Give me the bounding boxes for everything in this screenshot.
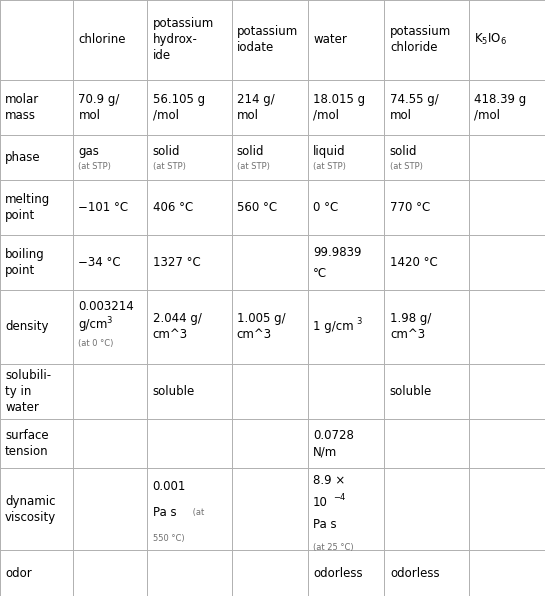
Text: 0.0728
N/m: 0.0728 N/m bbox=[313, 429, 354, 458]
Text: soluble: soluble bbox=[153, 385, 195, 398]
Text: 1420 °C: 1420 °C bbox=[390, 256, 438, 269]
Text: 418.39 g
/mol: 418.39 g /mol bbox=[474, 93, 526, 122]
Text: 1.98 g/
cm^3: 1.98 g/ cm^3 bbox=[390, 312, 431, 342]
Text: odorless: odorless bbox=[313, 567, 363, 580]
Text: 1 g/cm: 1 g/cm bbox=[313, 321, 354, 333]
Text: phase: phase bbox=[5, 151, 41, 164]
Text: (at STP): (at STP) bbox=[390, 162, 423, 171]
Text: 0 °C: 0 °C bbox=[313, 201, 338, 214]
Text: odor: odor bbox=[5, 567, 32, 580]
Text: potassium
hydrox-
ide: potassium hydrox- ide bbox=[153, 17, 214, 63]
Text: solid: solid bbox=[237, 145, 264, 159]
Text: soluble: soluble bbox=[390, 385, 432, 398]
Text: solid: solid bbox=[153, 145, 180, 159]
Text: 3: 3 bbox=[106, 316, 112, 325]
Text: (at 25 °C): (at 25 °C) bbox=[313, 542, 354, 552]
Text: 74.55 g/
mol: 74.55 g/ mol bbox=[390, 93, 439, 122]
Text: −4: −4 bbox=[333, 493, 345, 502]
Text: −101 °C: −101 °C bbox=[78, 201, 129, 214]
Text: gas: gas bbox=[78, 145, 99, 159]
Text: 2.044 g/
cm^3: 2.044 g/ cm^3 bbox=[153, 312, 202, 342]
Text: g/cm: g/cm bbox=[78, 318, 108, 331]
Text: 99.9839: 99.9839 bbox=[313, 246, 361, 259]
Text: 8.9 ×: 8.9 × bbox=[313, 474, 346, 487]
Text: (at STP): (at STP) bbox=[153, 162, 185, 171]
Text: potassium
chloride: potassium chloride bbox=[390, 26, 451, 54]
Text: surface
tension: surface tension bbox=[5, 429, 49, 458]
Text: molar
mass: molar mass bbox=[5, 93, 39, 122]
Text: (at STP): (at STP) bbox=[237, 162, 270, 171]
Text: Pa s: Pa s bbox=[153, 506, 176, 519]
Text: density: density bbox=[5, 321, 49, 333]
Text: °C: °C bbox=[313, 267, 327, 280]
Text: 70.9 g/
mol: 70.9 g/ mol bbox=[78, 93, 120, 122]
Text: solid: solid bbox=[390, 145, 417, 159]
Text: K$_5$IO$_6$: K$_5$IO$_6$ bbox=[474, 32, 507, 48]
Text: odorless: odorless bbox=[390, 567, 439, 580]
Text: 560 °C: 560 °C bbox=[237, 201, 277, 214]
Text: liquid: liquid bbox=[313, 145, 346, 159]
Text: (at: (at bbox=[190, 508, 204, 517]
Text: 0.001: 0.001 bbox=[153, 480, 186, 493]
Text: (at STP): (at STP) bbox=[313, 162, 346, 171]
Text: potassium
iodate: potassium iodate bbox=[237, 26, 298, 54]
Text: chlorine: chlorine bbox=[78, 33, 126, 46]
Text: Pa s: Pa s bbox=[313, 519, 337, 532]
Text: 0.003214: 0.003214 bbox=[78, 300, 134, 312]
Text: 550 °C): 550 °C) bbox=[153, 535, 184, 544]
Text: dynamic
viscosity: dynamic viscosity bbox=[5, 495, 56, 524]
Text: (at 0 °C): (at 0 °C) bbox=[78, 339, 114, 348]
Text: 3: 3 bbox=[356, 317, 362, 326]
Text: 10: 10 bbox=[313, 496, 328, 509]
Text: 770 °C: 770 °C bbox=[390, 201, 430, 214]
Text: −34 °C: −34 °C bbox=[78, 256, 121, 269]
Text: (at STP): (at STP) bbox=[78, 162, 111, 171]
Text: melting
point: melting point bbox=[5, 193, 50, 222]
Text: 1.005 g/
cm^3: 1.005 g/ cm^3 bbox=[237, 312, 286, 342]
Text: 56.105 g
/mol: 56.105 g /mol bbox=[153, 93, 205, 122]
Text: 1327 °C: 1327 °C bbox=[153, 256, 201, 269]
Text: 406 °C: 406 °C bbox=[153, 201, 193, 214]
Text: 214 g/
mol: 214 g/ mol bbox=[237, 93, 275, 122]
Text: water: water bbox=[313, 33, 347, 46]
Text: solubili-
ty in
water: solubili- ty in water bbox=[5, 369, 51, 414]
Text: 18.015 g
/mol: 18.015 g /mol bbox=[313, 93, 365, 122]
Text: boiling
point: boiling point bbox=[5, 248, 45, 277]
